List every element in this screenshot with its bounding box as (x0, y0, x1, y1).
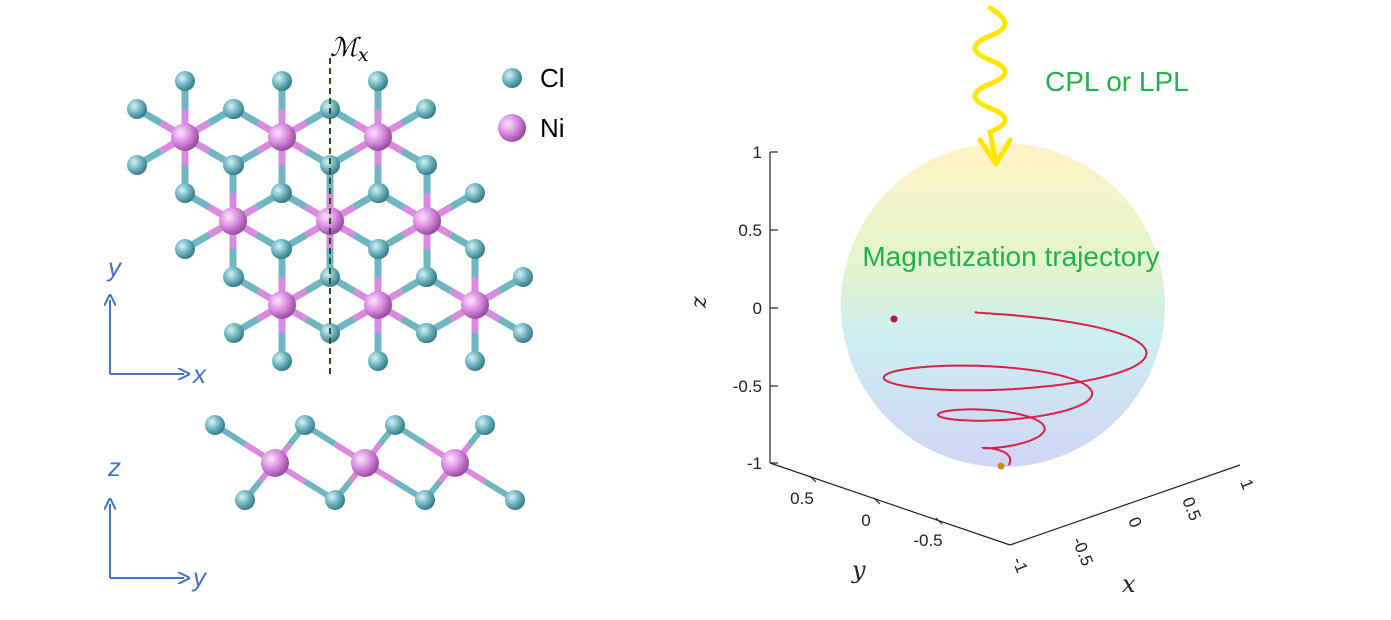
legend-ni-marker (498, 114, 526, 142)
trajectory-plot: 1 0.5 0 -0.5 -1 0.5 0 -0.5 -1 -0.5 0 0.5 1 z y x M… (687, 143, 1257, 598)
cl-atom (235, 490, 255, 510)
x-tick-label: 1 (1236, 476, 1257, 492)
cl-atom (417, 155, 437, 175)
cl-atom (320, 155, 340, 175)
x-axis-ticks: -1 -0.5 0 0.5 1 (1008, 476, 1257, 575)
cl-atom (175, 71, 195, 91)
top-view-structure (127, 71, 533, 371)
top-view-y-label: y (106, 252, 123, 282)
cl-atom (369, 183, 389, 203)
cl-atom (505, 490, 525, 510)
x-axis-line (1009, 464, 1241, 546)
side-view-axes: z y (107, 452, 208, 592)
y-tick-label: -0.5 (913, 531, 942, 550)
ni-atom (364, 123, 392, 151)
cl-atom (175, 183, 195, 203)
cl-atom (369, 239, 389, 259)
mirror-plane-label: ℳx (330, 33, 369, 66)
legend-cl-label: Cl (540, 63, 565, 93)
z-axis-ticks: 1 0.5 0 -0.5 -1 (733, 143, 778, 473)
cl-atom (513, 323, 533, 343)
ni-atom (171, 123, 199, 151)
cl-atom (415, 490, 435, 510)
z-tick-label: 1 (753, 143, 762, 162)
y-tick (935, 517, 943, 525)
cl-atom (465, 239, 485, 259)
cl-atom (272, 239, 292, 259)
top-view-x-label: x (191, 359, 207, 389)
cl-atom (224, 99, 244, 119)
light-wave: CPL or LPL (972, 5, 1189, 167)
legend-ni-label: Ni (540, 113, 565, 143)
mirror-plane-subscript: x (358, 44, 369, 66)
y-tick (809, 475, 817, 483)
ni-atom (268, 291, 296, 319)
side-view-structure (205, 415, 525, 510)
trajectory-start-dot (890, 315, 898, 323)
cl-atom (224, 323, 244, 343)
cl-atom (224, 267, 244, 287)
ni-atom (364, 291, 392, 319)
cl-atom (320, 267, 340, 287)
cl-atom (368, 351, 388, 371)
ni-atom (413, 207, 441, 235)
side-view-z-label: z (107, 452, 121, 482)
z-tick-label: 0.5 (738, 221, 762, 240)
side-view-y-label: y (191, 562, 208, 592)
ni-atom (461, 291, 489, 319)
cl-atom (127, 155, 147, 175)
x-axis-label: x (1122, 570, 1136, 598)
y-axis-ticks: 0.5 0 -0.5 (790, 475, 943, 550)
cl-atom (416, 267, 436, 287)
cl-atom (385, 415, 405, 435)
cl-atom (127, 99, 147, 119)
cl-atom (417, 323, 437, 343)
x-tick-label: -1 (1008, 554, 1031, 575)
legend-cl-marker (502, 68, 522, 88)
magnetization-trajectory (882, 311, 1148, 466)
y-tick (873, 497, 881, 505)
z-axis-label: z (687, 296, 712, 309)
x-tick-label: -0.5 (1068, 534, 1097, 568)
cl-atom (271, 183, 291, 203)
top-view-axes: y x (106, 252, 207, 389)
light-label: CPL or LPL (1045, 66, 1189, 97)
ni-atom (219, 207, 247, 235)
cl-atom (272, 71, 292, 91)
cl-atom (475, 415, 495, 435)
cl-atom (205, 415, 225, 435)
trajectory-end-dot (997, 462, 1005, 470)
top-view-atoms (127, 71, 533, 371)
cl-atom (175, 239, 195, 259)
cl-atom (224, 155, 244, 175)
cl-atom (465, 351, 485, 371)
y-tick-label: 0 (861, 511, 870, 530)
light-arrow-head (977, 137, 1013, 167)
ni-atom (261, 449, 289, 477)
cl-atom (513, 267, 533, 287)
z-tick-label: -0.5 (733, 377, 762, 396)
cl-atom (272, 351, 292, 371)
cl-atom (295, 415, 315, 435)
trajectory-label: Magnetization trajectory (862, 241, 1159, 272)
cl-atom (368, 71, 388, 91)
cl-atom (325, 490, 345, 510)
cl-atom (465, 183, 485, 203)
y-axis-label: y (851, 556, 866, 584)
x-tick-label: 0.5 (1178, 494, 1204, 523)
ni-atom (441, 449, 469, 477)
y-tick-label: 0.5 (790, 489, 814, 508)
side-view-atoms (205, 415, 525, 510)
z-tick-label: 0 (753, 299, 762, 318)
ni-atom (351, 449, 379, 477)
legend: Cl Ni (498, 63, 565, 143)
z-tick-label: -1 (747, 454, 762, 473)
wavy-light-arrow (972, 5, 1008, 161)
x-tick-label: 0 (1124, 514, 1145, 530)
ni-atom (268, 123, 296, 151)
unit-sphere (841, 143, 1165, 467)
cl-atom (416, 99, 436, 119)
